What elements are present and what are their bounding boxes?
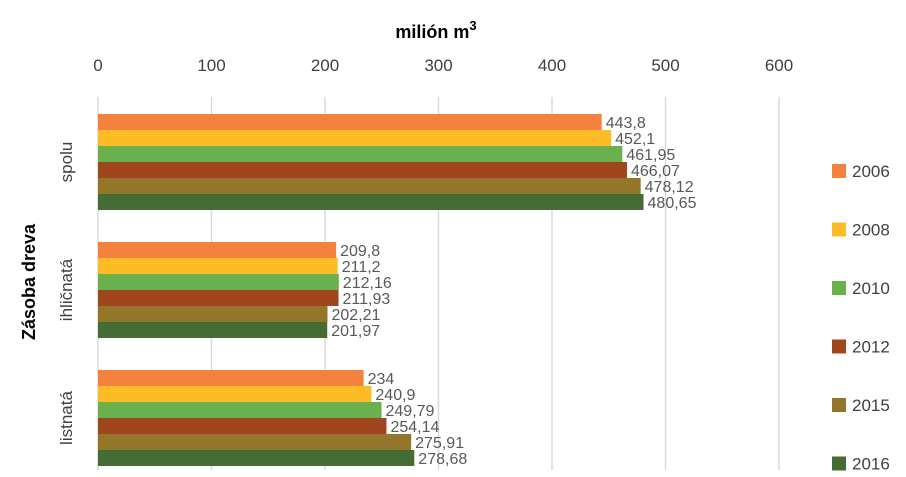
bar [98,130,612,146]
bar [98,162,627,178]
legend-swatch [832,164,846,178]
category-label: ihličnatá [57,258,76,321]
data-label: 211,2 [342,259,381,276]
legend-label: 2010 [852,279,890,298]
data-label: 461,95 [626,147,675,164]
x-tick-label: 100 [197,56,225,75]
data-label: 275,91 [415,435,464,452]
data-label: 452,1 [615,131,655,148]
legend-label: 2015 [852,396,890,415]
x-tick-label: 500 [651,56,679,75]
legend-swatch [832,222,846,237]
x-axis: 0 100 200 300 400 500 600 [93,56,793,75]
bar [98,178,641,194]
bar [98,290,339,306]
x-axis-title-text: milión m [395,22,469,42]
bar [98,258,338,274]
data-label: 249,79 [386,403,435,420]
data-label: 480,65 [648,195,697,212]
data-label: 202,21 [332,307,381,324]
legend-label: 2016 [852,455,890,474]
x-tick-label: 300 [424,56,452,75]
data-label: 234 [368,371,395,388]
legend-swatch [832,456,846,471]
x-axis-title-superscript: 3 [469,18,476,33]
data-label: 254,14 [390,419,439,436]
data-label: 212,16 [343,275,392,292]
legend-label: 2008 [852,221,890,240]
data-label: 443,8 [606,115,646,132]
data-label: 201,97 [331,323,380,340]
x-tick-label: 600 [765,56,793,75]
legend: 2006 2008 2010 2012 2015 2016 [832,162,890,474]
x-tick-label: 200 [311,56,339,75]
bar [98,402,382,418]
bar [98,322,328,338]
legend-swatch [832,281,846,295]
legend-label: 2006 [852,162,890,181]
legend-label: 2012 [852,338,890,357]
data-label: 466,07 [631,163,680,180]
data-label: 209,8 [340,243,380,260]
bar [98,242,337,258]
bar [98,450,415,466]
category-label: listnatá [57,391,76,445]
x-axis-title: milión m3 [395,18,476,42]
bar [98,194,644,210]
category-label: spolu [57,142,76,183]
legend-swatch [832,339,846,354]
bar [98,274,339,290]
y-axis-title: Zásoba dreva [19,223,39,340]
bar [98,114,602,130]
data-labels: 443,8452,1461,95466,07478,12480,65209,82… [331,115,696,468]
legend-swatch [832,398,846,412]
category-labels: spolu ihličnatá listnatá [57,142,76,445]
bar [98,306,328,322]
bar [98,418,387,434]
data-label: 240,9 [375,387,415,404]
data-label: 478,12 [645,179,694,196]
bar [98,386,372,402]
bar [98,146,623,162]
x-tick-label: 400 [538,56,566,75]
bar [98,370,364,386]
x-tick-label: 0 [93,56,102,75]
bar [98,434,412,450]
data-label: 278,68 [418,451,467,468]
data-label: 211,93 [343,291,391,308]
bars [98,114,644,466]
